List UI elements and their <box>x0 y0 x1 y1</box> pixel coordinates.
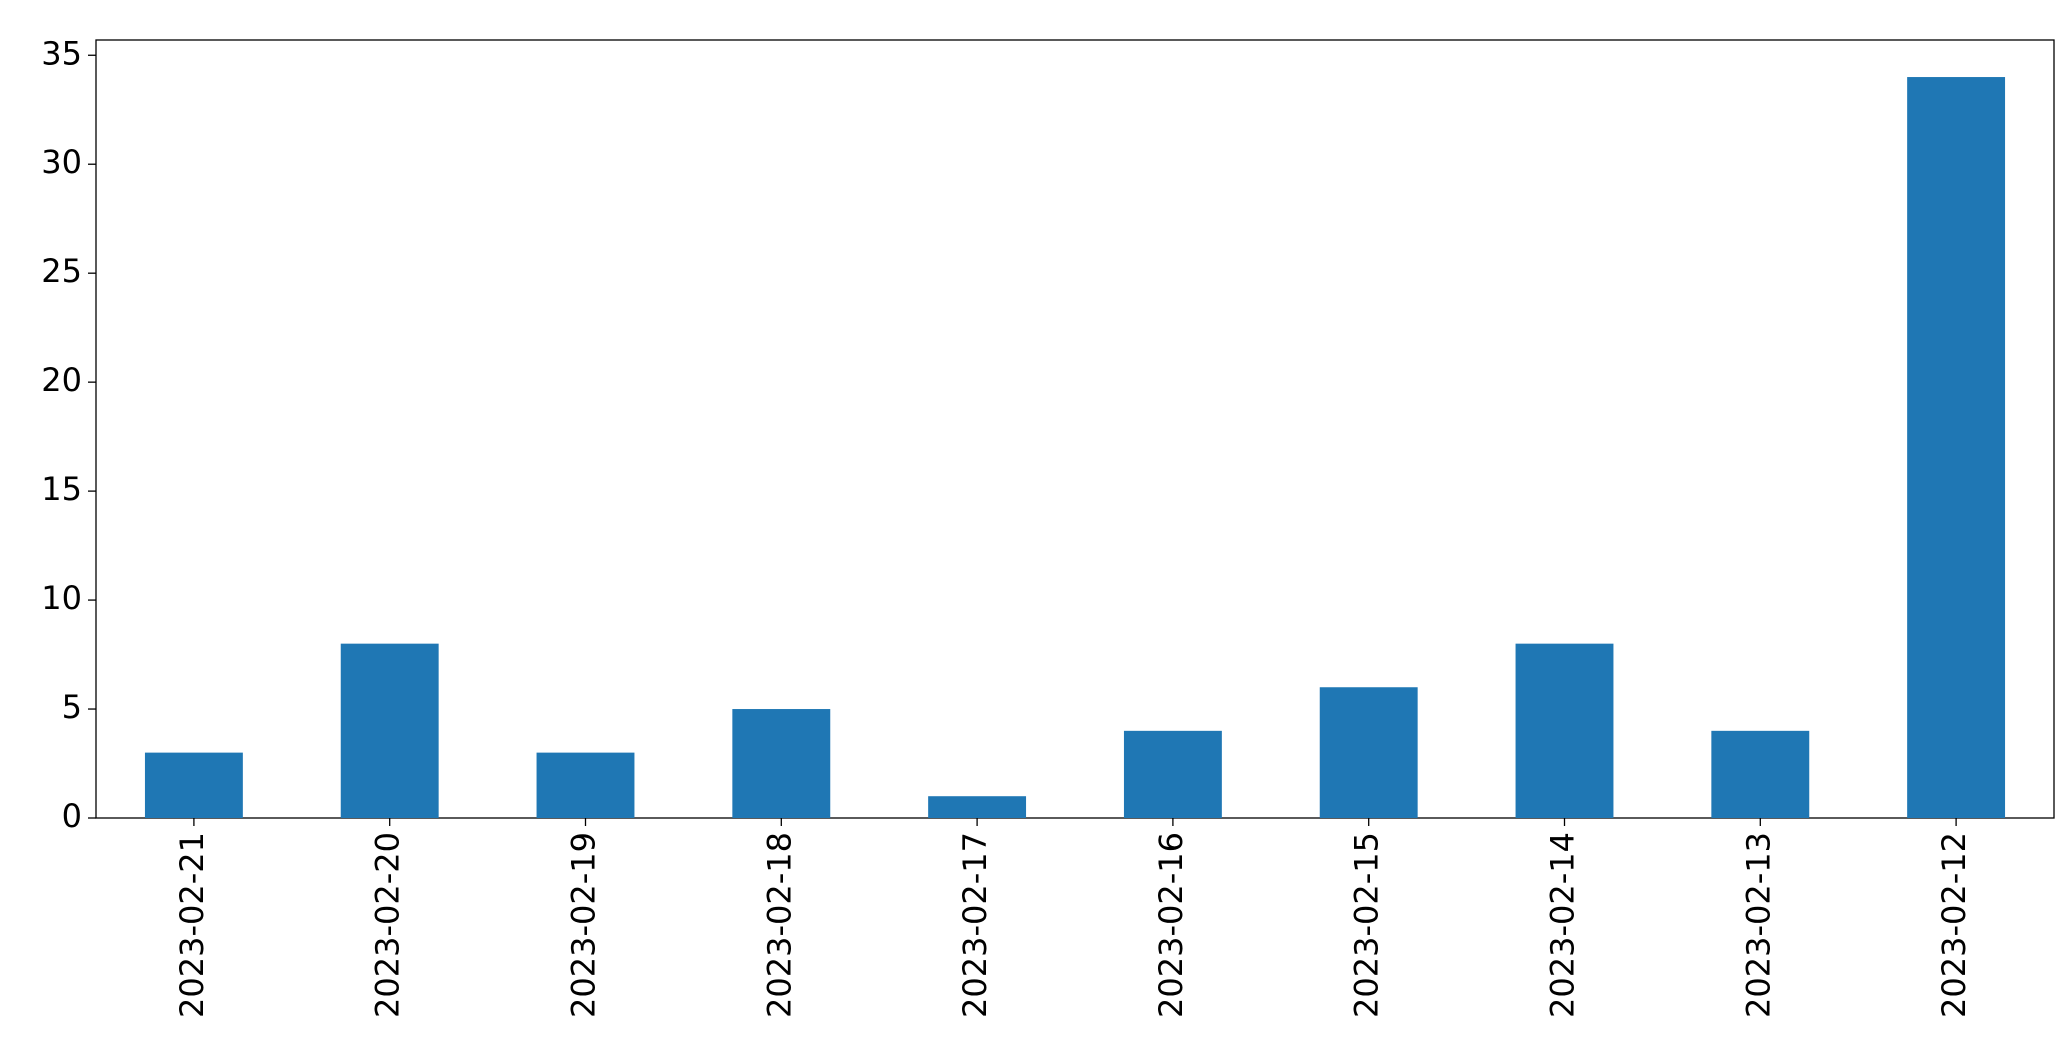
y-tick-label: 15 <box>41 470 82 508</box>
x-tick-label: 2023-02-12 <box>1935 832 1973 1018</box>
plot-frame <box>95 39 2055 819</box>
bar <box>1319 687 1418 818</box>
y-tick-label: 25 <box>41 252 82 290</box>
bar <box>144 752 243 818</box>
x-tick-label: 2023-02-14 <box>1544 832 1582 1018</box>
x-tick-label: 2023-02-16 <box>1152 832 1190 1018</box>
bar <box>340 643 439 818</box>
y-tick-label: 10 <box>41 579 82 617</box>
x-tick-label: 2023-02-20 <box>369 832 407 1018</box>
bar <box>1515 643 1614 818</box>
bar <box>1123 730 1222 818</box>
y-tick-label: 0 <box>62 797 82 835</box>
y-tick-label: 35 <box>41 34 82 72</box>
x-tick-label: 2023-02-18 <box>760 832 798 1018</box>
x-tick-label: 2023-02-17 <box>956 832 994 1018</box>
bar <box>1711 730 1810 818</box>
x-tick-label: 2023-02-15 <box>1348 832 1386 1018</box>
bar <box>732 709 831 818</box>
x-tick-label: 2023-02-21 <box>173 832 211 1018</box>
bar <box>1907 77 2006 819</box>
y-tick-label: 20 <box>41 361 82 399</box>
x-tick-label: 2023-02-13 <box>1739 832 1777 1018</box>
bar <box>536 752 635 818</box>
bar <box>928 796 1027 818</box>
x-tick-label: 2023-02-19 <box>565 832 603 1018</box>
y-tick-label: 30 <box>41 143 82 181</box>
y-tick-label: 5 <box>62 688 82 726</box>
